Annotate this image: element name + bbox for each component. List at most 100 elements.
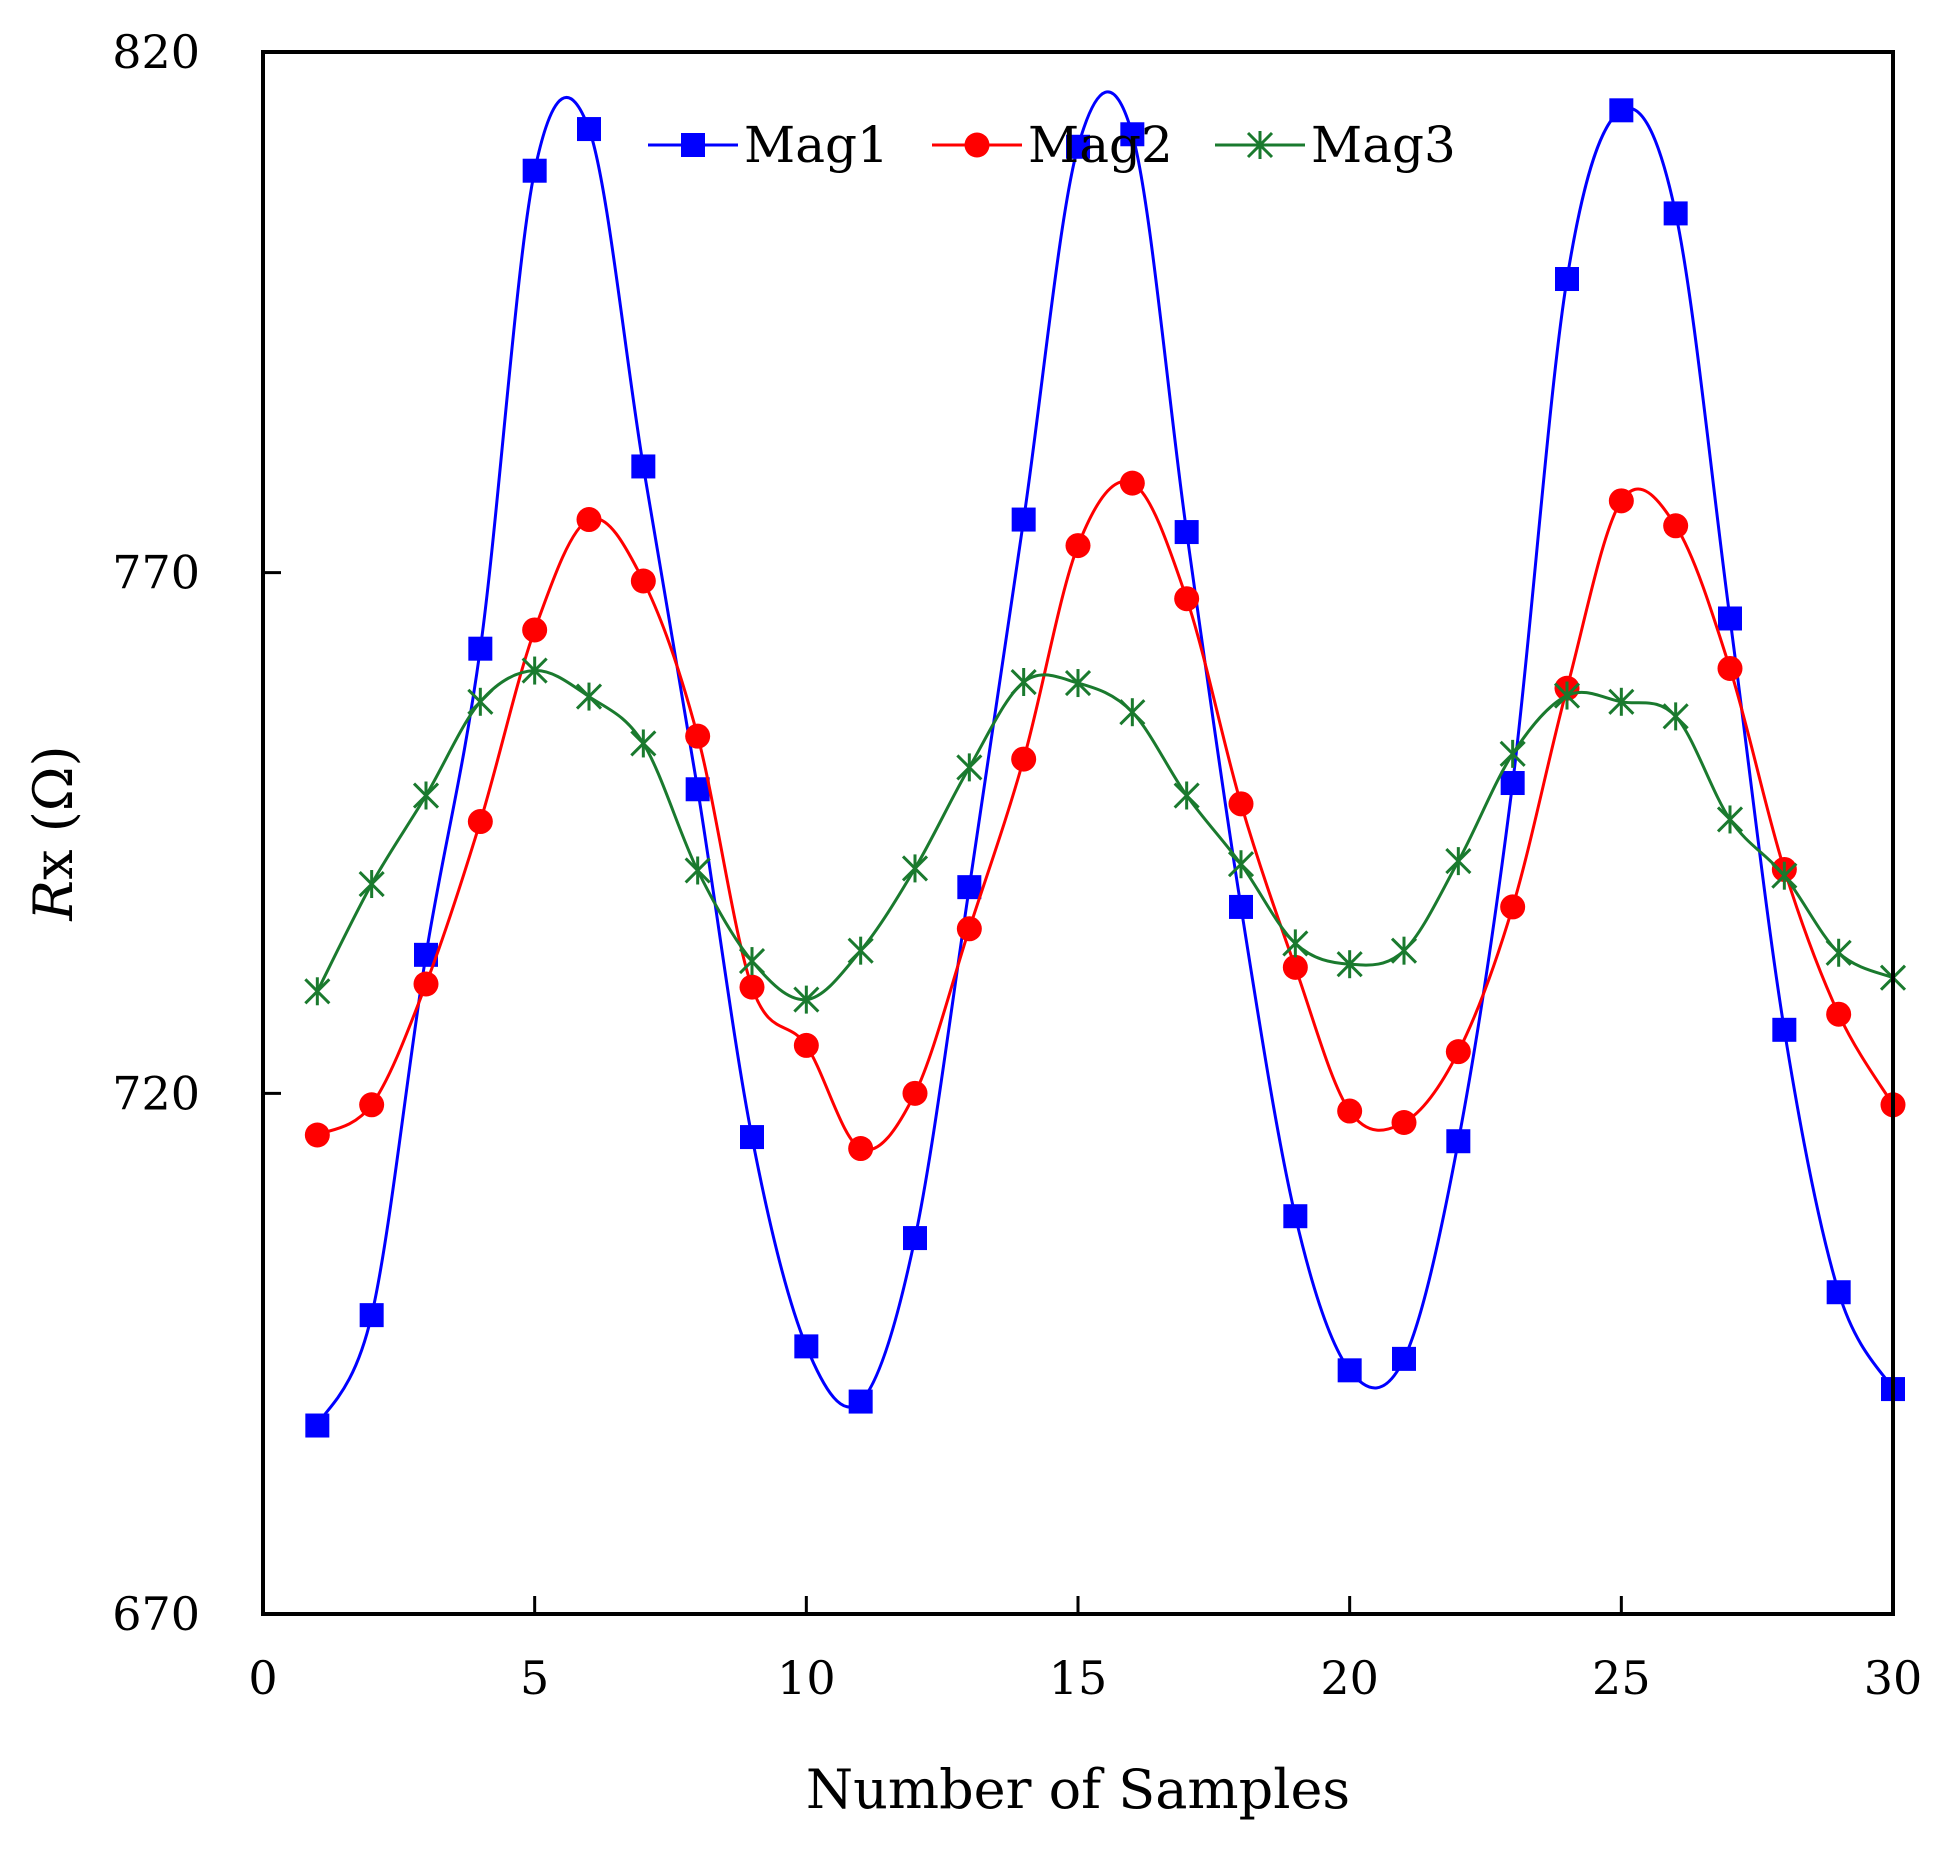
data-point-mag1	[1446, 1129, 1471, 1154]
data-point-mag2	[1065, 533, 1091, 559]
data-point-mag1	[577, 117, 601, 142]
data-point-mag2	[1282, 954, 1308, 980]
data-point-mag3	[1010, 668, 1037, 697]
y-tick-label: 820	[112, 25, 200, 79]
data-point-mag1	[1609, 98, 1634, 123]
data-point-mag3	[1553, 681, 1581, 710]
legend-label-mag3: Mag3	[1311, 116, 1456, 174]
data-point-mag3	[1227, 850, 1255, 879]
x-axis-title: Number of Samples	[806, 1758, 1350, 1821]
data-point-mag1	[794, 1334, 819, 1359]
data-point-mag1	[1283, 1204, 1308, 1229]
data-point-mag2	[848, 1136, 874, 1162]
data-point-mag2	[576, 507, 602, 533]
data-point-mag1	[957, 875, 982, 900]
data-point-mag2	[956, 916, 982, 942]
data-point-mag1	[1120, 122, 1145, 147]
data-point-mag3	[793, 985, 820, 1014]
data-point-mag2	[467, 809, 493, 835]
data-point-mag3	[1445, 847, 1472, 876]
data-point-mag3	[847, 936, 874, 965]
data-point-mag2	[413, 971, 439, 997]
legend-marker-mag3	[1246, 131, 1274, 159]
data-point-mag2	[1826, 1001, 1852, 1027]
data-point-mag3	[1662, 702, 1689, 731]
y-tick-label: 720	[112, 1066, 200, 1120]
data-point-mag3	[1716, 805, 1744, 834]
y-tick-label: 770	[112, 546, 200, 600]
data-point-mag1	[903, 1226, 927, 1251]
x-tick-label: 30	[1864, 1651, 1923, 1705]
data-point-mag2	[1663, 513, 1689, 539]
data-point-mag3	[1064, 669, 1092, 698]
data-point-mag1	[522, 158, 547, 183]
data-point-mag2	[522, 617, 548, 643]
data-point-mag2	[739, 974, 765, 1000]
data-point-mag2	[1011, 746, 1037, 772]
data-point-mag2	[685, 723, 711, 749]
data-point-mag1	[305, 1413, 330, 1438]
data-point-mag2	[1119, 470, 1145, 496]
data-point-mag1	[1174, 520, 1199, 545]
data-point-mag3	[1282, 929, 1309, 958]
data-point-mag3	[1336, 950, 1363, 979]
data-point-mag2	[1174, 586, 1200, 612]
y-axis-title-rest: x (Ω)	[22, 745, 85, 880]
data-point-mag3	[684, 856, 711, 885]
data-point-mag3	[1608, 687, 1635, 716]
data-point-mag2	[1228, 791, 1254, 817]
legend-item-mag3: Mag3	[1215, 116, 1456, 174]
data-point-mag1	[1066, 134, 1090, 159]
x-tick-label: 20	[1320, 1651, 1379, 1705]
data-point-mag1	[1555, 267, 1579, 292]
data-point-mag3	[1173, 781, 1200, 810]
series-mag3	[304, 656, 1907, 1014]
data-point-mag1	[359, 1303, 384, 1328]
data-point-mag1	[848, 1389, 873, 1414]
data-point-mag1	[1392, 1346, 1416, 1371]
data-point-mag1	[740, 1125, 764, 1150]
data-point-mag3	[1771, 861, 1798, 890]
x-tick-label: 10	[777, 1651, 836, 1705]
data-point-mag3	[1825, 938, 1852, 967]
data-point-mag3	[1390, 936, 1418, 965]
data-point-mag2	[1445, 1039, 1471, 1065]
data-point-mag1	[685, 777, 710, 802]
x-tick-label: 15	[1049, 1651, 1108, 1705]
data-point-mag2	[304, 1122, 330, 1148]
data-point-mag1	[1826, 1280, 1851, 1305]
data-point-mag3	[467, 687, 494, 716]
data-point-mag3	[1499, 739, 1526, 768]
data-point-mag1	[1337, 1358, 1362, 1383]
data-point-mag2	[1337, 1098, 1363, 1124]
data-point-mag3	[1119, 698, 1146, 727]
y-axis-title: Rx (Ω)	[22, 745, 85, 921]
data-point-mag3	[304, 977, 331, 1006]
data-point-mag1	[1011, 507, 1036, 532]
axes-layer: 0 5 10 15 20 25 30 670 720 770 820	[112, 25, 1922, 1705]
data-point-mag2	[793, 1032, 819, 1058]
data-point-mag2	[902, 1080, 928, 1106]
data-point-mag2	[359, 1092, 385, 1118]
data-point-mag2	[1608, 488, 1634, 514]
x-tick-label: 25	[1592, 1651, 1651, 1705]
data-point-mag1	[1229, 894, 1253, 919]
series-mag1	[305, 90, 1905, 1438]
data-point-mag3	[521, 656, 548, 685]
x-tick-label: 5	[520, 1651, 549, 1705]
data-point-mag3	[358, 870, 385, 899]
data-point-mag3	[412, 781, 440, 810]
data-point-mag1	[1718, 606, 1742, 631]
legend-label-mag2: Mag2	[1028, 116, 1173, 174]
legend-label-mag1: Mag1	[744, 116, 889, 174]
legend-marker-mag1	[681, 133, 705, 157]
data-point-mag1	[631, 454, 656, 479]
legend-item-mag1: Mag1	[648, 116, 889, 174]
data-point-mag1	[1663, 201, 1688, 226]
data-point-mag3	[901, 854, 929, 883]
legend-marker-mag2	[964, 132, 990, 158]
y-axis-title-italic: R	[22, 880, 85, 922]
data-point-mag1	[468, 636, 493, 661]
legend: Mag1 Mag2 Mag3	[648, 116, 1456, 174]
